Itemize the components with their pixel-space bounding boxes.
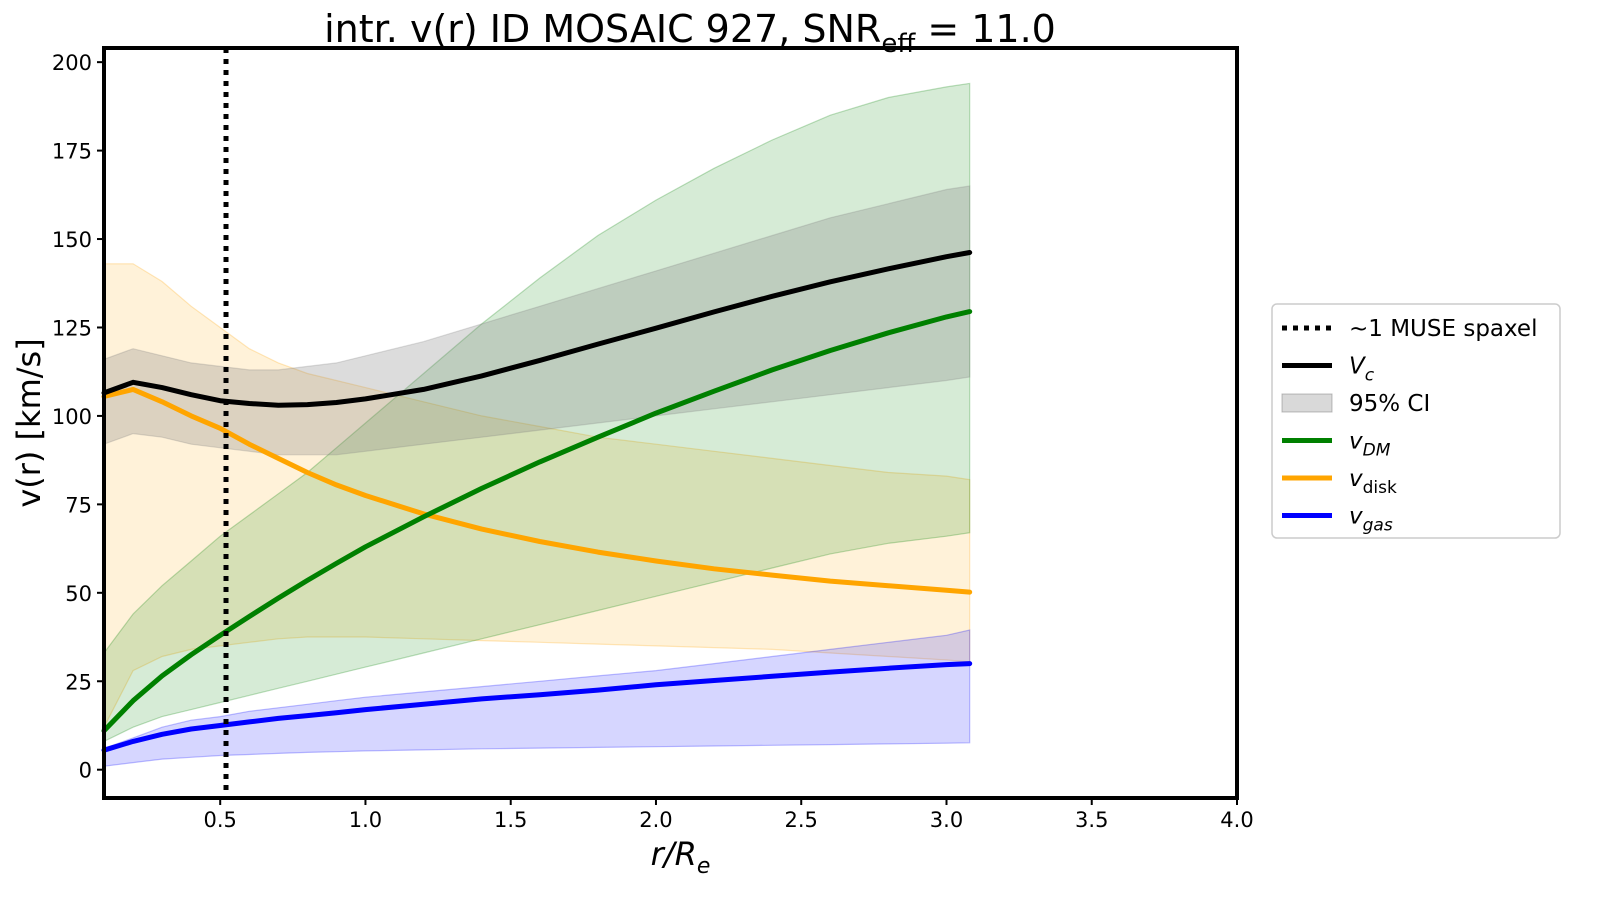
x-tick-label: 1.0: [349, 808, 382, 832]
legend-entry: Vc: [1282, 354, 1375, 386]
series-line-v-disk: [101, 386, 973, 595]
chart-title-subscript: eff: [881, 29, 916, 59]
legend-label-subscript: c: [1365, 366, 1375, 386]
legend-label-main: V: [1349, 354, 1367, 380]
y-axis-ticks: 0 25 50 75 100 125 150 175 200: [52, 51, 104, 783]
legend-swatch-patch: [1281, 393, 1333, 413]
y-tick-label: 0: [79, 759, 92, 783]
chart-title-main: intr. v(r) ID MOSAIC 927, SNR: [324, 7, 881, 51]
legend-label-main: ~1 MUSE spaxel: [1349, 316, 1537, 342]
y-axis-label: v(r) [km/s]: [10, 338, 48, 507]
legend-entry: vdisk: [1282, 466, 1397, 498]
legend-label: vdisk: [1349, 466, 1397, 498]
series-lines: [101, 250, 973, 753]
legend-entry: vgas: [1282, 504, 1393, 536]
vc-band: [103, 185, 971, 456]
x-tick-label: 1.5: [494, 808, 527, 832]
legend-label: 95% CI: [1349, 391, 1430, 417]
series-line-v-gas: [101, 661, 973, 753]
chart-title: intr. v(r) ID MOSAIC 927, SNReff = 11.0: [324, 7, 1056, 59]
legend-label: vgas: [1349, 504, 1393, 536]
y-tick-label: 25: [65, 670, 92, 694]
legend-entry: 95% CI: [1281, 391, 1430, 417]
legend-entry: vDM: [1282, 429, 1391, 461]
legend-label-main: v: [1349, 429, 1363, 455]
y-tick-label: 75: [65, 493, 92, 517]
x-axis-label: r/Re: [651, 835, 711, 879]
legend-label: vDM: [1349, 429, 1391, 461]
x-axis-label-subscript: e: [697, 854, 711, 879]
axes-frame: [102, 46, 1239, 800]
legend-label-main: v: [1349, 466, 1363, 492]
legend-frame: [1271, 303, 1561, 539]
x-tick-label: 4.0: [1220, 808, 1253, 832]
legend-label-subscript: gas: [1363, 516, 1393, 536]
y-tick-label: 100: [52, 405, 92, 429]
y-tick-label: 175: [52, 140, 92, 164]
series-line-v-dm: [101, 309, 973, 734]
chart-title-suffix: = 11.0: [915, 7, 1056, 51]
legend-label-main: v: [1349, 504, 1363, 530]
y-tick-label: 125: [52, 316, 92, 340]
legend-label: Vc: [1349, 354, 1375, 386]
confidence-bands: [103, 82, 971, 767]
y-tick-label: 150: [52, 228, 92, 252]
legend-label-subscript: disk: [1363, 478, 1397, 498]
x-axis-ticks: 0.5 1.0 1.5 2.0 2.5 3.0 3.5 4.0: [204, 798, 1254, 832]
x-tick-label: 2.5: [785, 808, 818, 832]
x-tick-label: 0.5: [204, 808, 237, 832]
y-tick-label: 50: [65, 582, 92, 606]
gas-band: [103, 629, 971, 767]
legend-label-main: 95% CI: [1349, 391, 1430, 417]
x-axis-label-main: r/R: [651, 835, 697, 873]
plot-area: [101, 48, 973, 798]
legend-label-subscript: DM: [1363, 441, 1391, 461]
x-tick-label: 2.0: [639, 808, 672, 832]
legend-label: ~1 MUSE spaxel: [1349, 316, 1537, 342]
series-line-v-c: [101, 250, 973, 408]
legend-entry: ~1 MUSE spaxel: [1282, 316, 1537, 342]
x-tick-label: 3.5: [1075, 808, 1108, 832]
y-tick-label: 200: [52, 51, 92, 75]
x-tick-label: 3.0: [930, 808, 963, 832]
